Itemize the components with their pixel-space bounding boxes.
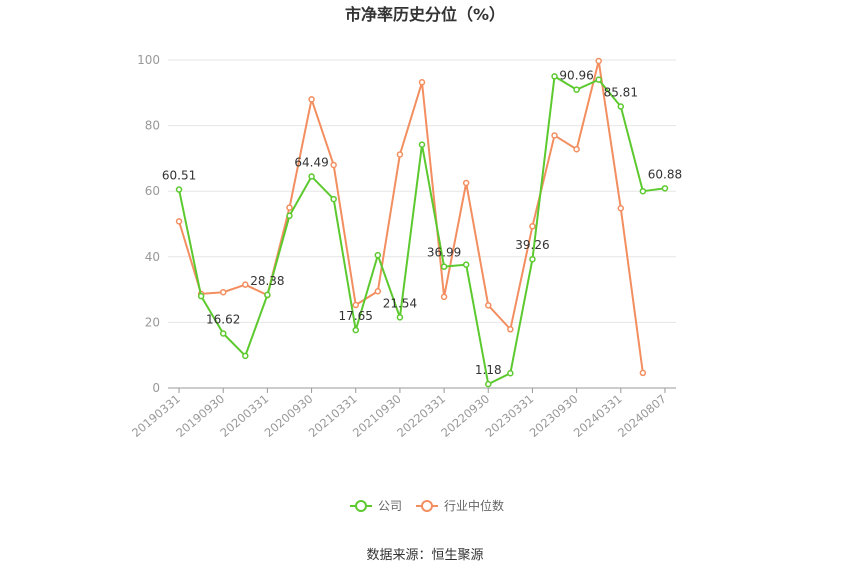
data-point[interactable]	[330, 161, 337, 169]
data-point[interactable]	[462, 261, 470, 268]
series-0	[175, 73, 669, 388]
data-point[interactable]	[286, 212, 293, 220]
data-point[interactable]	[485, 380, 492, 388]
data-point[interactable]	[352, 326, 359, 334]
chart-title: 市净率历史分位（%）	[345, 5, 505, 24]
y-tick-label: 40	[145, 250, 160, 264]
data-point[interactable]	[661, 185, 669, 192]
x-tick-label: 20210930	[350, 392, 404, 440]
data-point[interactable]	[396, 314, 404, 321]
series-line	[178, 60, 644, 374]
data-point[interactable]	[242, 352, 249, 360]
legend[interactable]: 公司 行业中位数	[350, 498, 504, 513]
data-point[interactable]	[440, 263, 448, 270]
data-labels: 60.51 16.62 28.38 64.49 17.65 21.54 36.99 1.18 3…	[162, 69, 682, 377]
data-point[interactable]	[507, 326, 514, 333]
legend-item-company[interactable]: 公司	[350, 499, 402, 513]
data-point[interactable]	[374, 251, 382, 259]
data-point[interactable]	[440, 293, 448, 301]
data-label: 36.99	[427, 246, 461, 260]
data-point[interactable]	[573, 86, 580, 93]
y-tick-label: 80	[145, 119, 160, 133]
data-point[interactable]	[595, 76, 602, 83]
data-point[interactable]	[197, 292, 205, 300]
series-layer	[175, 57, 669, 388]
x-tick-label: 20200930	[262, 392, 316, 440]
x-axis: 2019033120190930202003312020093020210331…	[129, 387, 676, 440]
x-tick-label: 20240331	[571, 392, 625, 440]
x-tick-label: 20230930	[527, 392, 581, 440]
x-tick-label: 20210331	[306, 392, 360, 440]
data-point[interactable]	[573, 145, 580, 153]
data-point[interactable]	[529, 223, 536, 230]
data-label: 60.88	[648, 167, 682, 181]
data-label: 1.18	[475, 363, 502, 377]
data-point[interactable]	[219, 330, 227, 337]
x-tick-label: 20200331	[217, 392, 271, 440]
data-point[interactable]	[175, 186, 183, 193]
data-point[interactable]	[175, 218, 183, 225]
data-point[interactable]	[639, 187, 647, 195]
legend-marker-company	[355, 500, 367, 512]
x-tick-label: 20220930	[438, 392, 492, 440]
data-label: 17.65	[339, 309, 373, 323]
data-point[interactable]	[286, 204, 293, 211]
data-point[interactable]	[595, 57, 602, 65]
data-point[interactable]	[242, 281, 249, 288]
grid	[168, 59, 676, 389]
data-label: 60.51	[162, 169, 196, 183]
legend-item-industry-median[interactable]: 行业中位数	[416, 498, 504, 513]
data-label: 90.96	[559, 69, 593, 83]
x-tick-label: 20190930	[173, 392, 227, 440]
y-tick-label: 20	[145, 315, 160, 329]
data-point[interactable]	[396, 151, 404, 158]
data-point[interactable]	[374, 287, 382, 295]
data-label: 16.62	[206, 312, 240, 326]
data-label: 85.81	[604, 86, 638, 100]
legend-label-company: 公司	[378, 499, 402, 513]
data-point[interactable]	[639, 369, 647, 377]
data-point[interactable]	[264, 291, 271, 299]
series-line	[178, 74, 666, 386]
data-point[interactable]	[352, 301, 359, 309]
data-label: 39.26	[515, 238, 549, 252]
data-point[interactable]	[617, 103, 625, 110]
data-point[interactable]	[551, 132, 558, 139]
data-point[interactable]	[308, 96, 315, 103]
data-label: 21.54	[383, 296, 417, 310]
data-point[interactable]	[507, 369, 514, 377]
x-tick-label: 20220331	[394, 392, 448, 440]
series-1	[175, 57, 647, 377]
x-tick-label: 20240807	[615, 392, 669, 440]
data-label: 28.38	[250, 274, 284, 288]
legend-label-industry-median: 行业中位数	[444, 498, 504, 513]
x-tick-label: 20190331	[129, 392, 183, 440]
data-point[interactable]	[308, 173, 315, 180]
data-point[interactable]	[617, 205, 625, 212]
y-axis-ticks: 0 20 40 60 80 100	[137, 53, 160, 395]
data-point[interactable]	[529, 255, 536, 263]
data-point[interactable]	[330, 195, 337, 203]
data-point[interactable]	[485, 302, 492, 309]
data-label: 64.49	[294, 155, 328, 169]
legend-marker-industry-median	[421, 500, 433, 512]
source-text: 数据来源：恒生聚源	[366, 548, 483, 563]
x-tick-label: 20230331	[483, 392, 537, 440]
data-point[interactable]	[418, 79, 426, 86]
y-tick-label: 0	[152, 381, 160, 395]
data-point[interactable]	[418, 141, 426, 148]
data-point[interactable]	[462, 179, 470, 187]
y-tick-label: 60	[145, 184, 160, 198]
data-point[interactable]	[219, 288, 227, 296]
y-tick-label: 100	[137, 53, 160, 67]
data-point[interactable]	[551, 73, 558, 80]
